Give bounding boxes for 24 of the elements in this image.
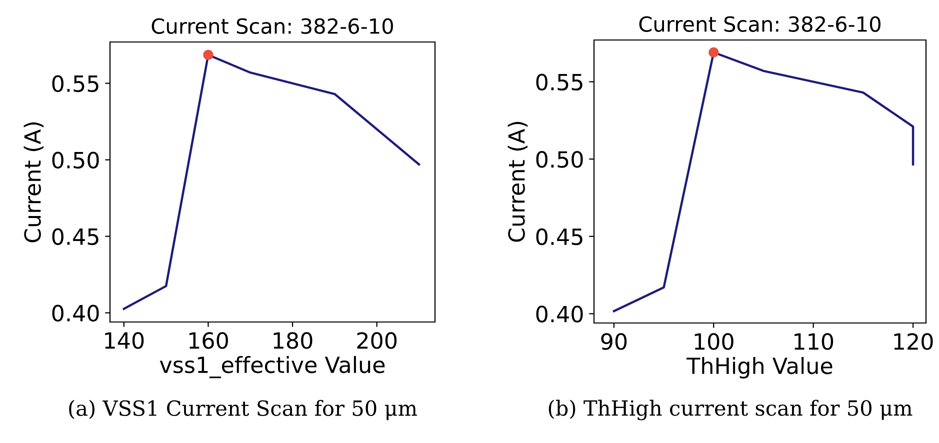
y-tick-label: 0.55 (536, 74, 582, 91)
y-tick-label: 0.50 (536, 151, 583, 168)
x-tick-label: 110 (794, 333, 834, 350)
x-tick-label: 200 (357, 332, 397, 349)
y-tick-label: 0.40 (536, 306, 583, 322)
x-tick-label: 100 (694, 333, 734, 350)
x-tick-label: 180 (274, 332, 312, 349)
x-axis-title: ThHigh Value (686, 357, 832, 379)
y-axis-title: Current (A) (24, 122, 44, 242)
text: (a) VSS1 Current Scan for 50 μm (69, 400, 417, 420)
x-tick-label: 90 (601, 333, 627, 350)
text: (b) ThHigh current scan for 50 μm (548, 400, 912, 420)
x-tick-label: 160 (189, 332, 228, 349)
chart-title: Current Scan: 382-6-10 (639, 16, 880, 32)
y-axis-title: Current (A) (508, 122, 528, 242)
chart-title: Current Scan: 382-6-10 (152, 18, 393, 34)
y-tick-label: 0.45 (52, 228, 98, 246)
y-tick-label: 0.50 (52, 152, 99, 169)
x-tick-label: 140 (105, 332, 144, 349)
x-tick-label: 120 (894, 333, 933, 350)
y-tick-label: 0.40 (52, 304, 99, 322)
x-axis-title: vss1_effective Value (160, 356, 385, 378)
y-tick-label: 0.45 (536, 228, 582, 246)
y-tick-label: 0.55 (52, 75, 98, 92)
